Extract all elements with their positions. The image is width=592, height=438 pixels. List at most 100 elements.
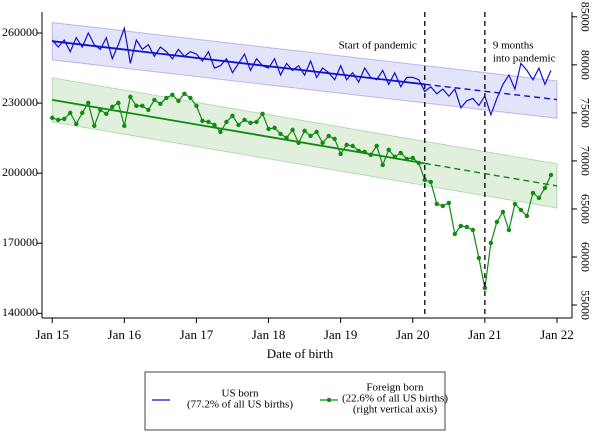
data-point [110,104,115,110]
data-point [290,127,295,133]
data-point [416,160,421,166]
data-point [128,94,133,100]
data-point [308,133,313,139]
data-point [134,103,139,109]
y-tick-label: 140000 [2,305,38,319]
y-tick-label: 170000 [2,235,38,249]
data-point [410,155,415,161]
data-point [302,128,307,134]
data-point [368,152,373,158]
data-point [440,203,446,209]
data-point [272,125,277,131]
data-point [536,195,542,201]
data-point [344,142,349,148]
y-tick-label: 200000 [2,165,38,179]
data-point [512,201,518,207]
data-point [488,240,494,246]
data-point [212,122,217,128]
data-point [170,92,175,98]
data-point [188,95,193,101]
data-point [80,110,85,116]
y2-tick-label: 85000 [578,2,592,32]
data-point [362,149,367,155]
x-tick-label: Jan 15 [35,327,69,342]
data-point [140,103,145,109]
data-point [146,107,151,113]
data-point [164,95,169,101]
y2-tick-label: 75000 [578,98,592,128]
trend-projection [424,83,558,101]
data-point [86,100,91,106]
data-point [422,177,427,183]
data-point [524,213,530,219]
x-tick-label: Jan 18 [252,327,286,342]
data-point [242,117,247,123]
data-point [50,115,55,121]
data-point [464,224,470,230]
legend-label: Foreign born [366,382,424,394]
data-point [500,209,506,215]
data-point [476,255,482,261]
data-point [374,143,379,149]
data-point [92,123,97,129]
data-point [194,103,199,109]
data-line [51,26,552,117]
data-point [236,122,241,128]
data-point [542,185,548,191]
data-point [98,107,103,113]
data-point [200,118,205,124]
legend-marker [326,397,332,403]
data-point [230,113,235,119]
legend-label: US born [222,388,259,400]
event-label: 9 months [493,40,534,52]
data-point [266,126,271,132]
y2-tick-label: 80000 [578,50,592,80]
x-tick-label: Jan 20 [396,327,430,342]
x-tick-label: Jan 17 [180,327,214,342]
data-point [152,97,157,103]
x-tick-label: Jan 22 [540,327,574,342]
data-point [218,129,223,135]
data-point [314,129,319,135]
y2-tick-label: 70000 [578,146,592,176]
trend-projection [424,162,558,187]
data-point [392,154,397,160]
data-point [260,111,265,117]
x-tick-label: Jan 19 [324,327,358,342]
data-point [338,151,343,157]
data-point [458,223,464,229]
data-point [62,116,67,122]
data-point [248,120,253,126]
legend-note: (22.6% of all US births) [342,393,448,405]
data-point [548,172,554,178]
y2-tick-label: 60000 [578,242,592,272]
data-point [386,147,391,153]
data-point [206,119,211,125]
data-point [158,101,163,107]
data-point [506,227,512,233]
data-point [494,219,500,225]
trend-line [52,99,425,165]
data-point [482,285,488,291]
y2-tick-label: 65000 [578,194,592,224]
x-tick-label: Jan 21 [468,327,502,342]
data-point [356,148,361,154]
data-point [446,200,452,206]
data-point [68,110,73,116]
event-label: Start of pandemic [339,40,417,52]
y-tick-label: 260000 [2,25,38,39]
data-point [470,227,476,233]
y-tick-label: 230000 [2,95,38,109]
data-point [104,111,109,117]
data-point [380,162,385,168]
data-point [74,121,79,127]
data-point [320,140,325,146]
data-point [332,136,337,142]
event-label: into pandemic [493,53,556,65]
data-point [278,131,283,137]
legend-note: (right vertical axis) [353,404,438,416]
data-point [254,119,259,125]
data-point [176,98,181,104]
